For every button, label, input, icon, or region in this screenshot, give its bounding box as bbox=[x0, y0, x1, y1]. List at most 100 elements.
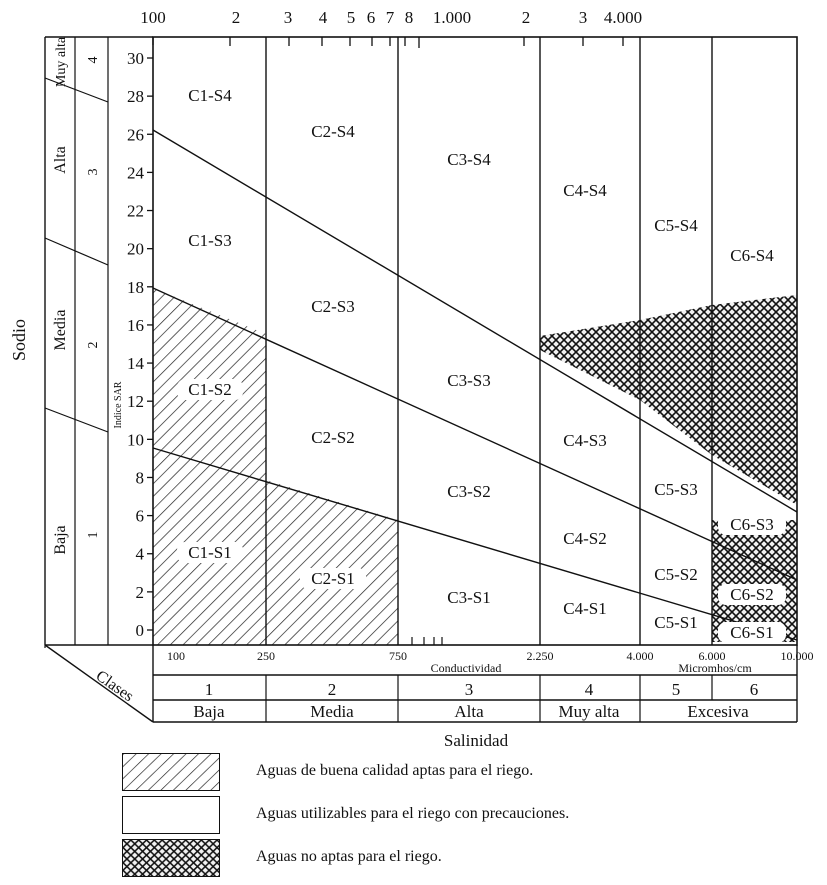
legend-text-caution: Aguas utilizables para el riego con prec… bbox=[256, 805, 570, 822]
region-label: C6-S4 bbox=[730, 246, 774, 265]
region-label: C1-S2 bbox=[188, 380, 231, 399]
clases-label: Clases bbox=[93, 667, 137, 705]
bottom-scale-labels: 100 250 750 2.250 4.000 6.000 10.000 bbox=[167, 649, 814, 663]
bottom-scale-label: 6.000 bbox=[699, 649, 726, 663]
legend-swatch-blank bbox=[122, 796, 220, 834]
region-label-bg bbox=[177, 379, 243, 400]
salinity-class-number: 1 bbox=[205, 680, 214, 699]
y-tick-label: 10 bbox=[127, 430, 144, 449]
top-scale-label: 2 bbox=[522, 8, 531, 27]
y-tick-label: 18 bbox=[127, 278, 144, 297]
y-tick-label: 26 bbox=[127, 125, 144, 144]
region-label: C4-S3 bbox=[563, 431, 606, 450]
top-scale-label: 3 bbox=[579, 8, 588, 27]
hatch-c2-s1 bbox=[266, 480, 398, 645]
y-tick-label: 22 bbox=[127, 202, 144, 221]
sodium-level-name: Media bbox=[52, 310, 69, 351]
top-scale-label: 4.000 bbox=[604, 8, 642, 27]
bottom-scale-label: 2.250 bbox=[527, 649, 554, 663]
y-tick-label: 8 bbox=[136, 468, 145, 487]
y-tick-label: 28 bbox=[127, 87, 144, 106]
y-tick-label: 14 bbox=[127, 354, 145, 373]
sodium-level-name: Baja bbox=[52, 525, 69, 554]
region-label: C2-S2 bbox=[311, 428, 354, 447]
region-label-bg bbox=[718, 584, 786, 605]
region-label-bg bbox=[718, 514, 786, 535]
region-label-bg bbox=[177, 542, 243, 563]
top-scale-label: 8 bbox=[405, 8, 414, 27]
region-label: C3-S3 bbox=[447, 371, 490, 390]
sodium-level-name: Muy alta bbox=[54, 36, 69, 87]
region-label: C6-S1 bbox=[730, 623, 773, 642]
region-labels: C1-S1 C1-S2 C1-S3 C1-S4 C2-S1 C2-S2 C2-S3 C2-S4… bbox=[177, 86, 786, 643]
y-tick-label: 6 bbox=[136, 507, 145, 526]
units-label: Micromhos/cm bbox=[678, 661, 752, 675]
legend-item-good: Aguas de buena calidad aptas para el rie… bbox=[122, 753, 782, 793]
sodium-level-labels: Baja 1 Media 2 Alta 3 Muy alta 4 bbox=[52, 36, 101, 555]
region-label: C6-S2 bbox=[730, 585, 773, 604]
region-label: C4-S1 bbox=[563, 599, 606, 618]
top-scale-label: 4 bbox=[319, 8, 328, 27]
top-scale-label: 3 bbox=[284, 8, 293, 27]
sodium-level-class: 4 bbox=[86, 57, 101, 64]
cross-upper bbox=[540, 295, 797, 505]
salinity-class-row: 1 2 3 4 5 6 bbox=[205, 680, 759, 699]
hatch-c1-s1-s2 bbox=[153, 288, 266, 645]
top-scale-label: 2 bbox=[232, 8, 241, 27]
top-scale-labels: 100 2 3 4 5 6 7 8 1.000 2 3 4.000 bbox=[140, 8, 642, 27]
legend-text-good: Aguas de buena calidad aptas para el rie… bbox=[256, 762, 534, 779]
region-label: C2-S1 bbox=[311, 569, 354, 588]
legend-swatch-hatch bbox=[122, 753, 220, 791]
sodium-level-class: 1 bbox=[86, 532, 101, 539]
salinity-title: Salinidad bbox=[444, 731, 509, 750]
region-label: C6-S3 bbox=[730, 515, 773, 534]
top-scale-label: 7 bbox=[386, 8, 395, 27]
conductivity-label: Conductividad bbox=[431, 661, 502, 675]
top-scale-label: 100 bbox=[140, 8, 166, 27]
bottom-scale-label: 10.000 bbox=[781, 649, 814, 663]
y-axis-title: Indice SAR bbox=[113, 381, 124, 428]
salinity-level-name: Alta bbox=[454, 702, 484, 721]
salinity-class-number: 4 bbox=[585, 680, 594, 699]
bottom-scale-label: 750 bbox=[389, 649, 407, 663]
top-scale-label: 6 bbox=[367, 8, 376, 27]
bottom-scale-label: 4.000 bbox=[627, 649, 654, 663]
region-label: C1-S4 bbox=[188, 86, 232, 105]
salinity-level-name: Muy alta bbox=[559, 702, 620, 721]
salinity-level-name: Baja bbox=[193, 702, 225, 721]
bottom-scale-label: 250 bbox=[257, 649, 275, 663]
region-label-bg bbox=[300, 568, 366, 589]
bottom-scale-label: 100 bbox=[167, 649, 185, 663]
sodium-level-class: 3 bbox=[86, 169, 101, 176]
region-label: C5-S2 bbox=[654, 565, 697, 584]
salinity-class-number: 2 bbox=[328, 680, 337, 699]
region-label: C3-S1 bbox=[447, 588, 490, 607]
region-label: C3-S4 bbox=[447, 150, 491, 169]
y-tick-label: 4 bbox=[136, 545, 145, 564]
sodium-level-name: Alta bbox=[52, 146, 69, 174]
legend-swatch-crosshatch bbox=[122, 839, 220, 877]
y-tick-marks bbox=[147, 57, 153, 631]
y-tick-label: 20 bbox=[127, 240, 144, 259]
top-scale-tick-marks bbox=[152, 37, 624, 48]
legend-item-caution: Aguas utilizables para el riego con prec… bbox=[122, 796, 782, 836]
region-label: C5-S4 bbox=[654, 216, 698, 235]
region-label: C1-S3 bbox=[188, 231, 231, 250]
y-tick-label: 12 bbox=[127, 392, 144, 411]
y-tick-label: 24 bbox=[127, 163, 145, 182]
frame bbox=[44, 36, 798, 723]
good-quality-region bbox=[153, 288, 398, 645]
region-label: C3-S2 bbox=[447, 482, 490, 501]
y-tick-label: 30 bbox=[127, 49, 144, 68]
top-scale-label: 5 bbox=[347, 8, 356, 27]
region-label: C4-S2 bbox=[563, 529, 606, 548]
y-tick-label: 16 bbox=[127, 316, 144, 335]
legend-text-unsuitable: Aguas no aptas para el riego. bbox=[256, 848, 442, 865]
salinity-level-name: Excesiva bbox=[687, 702, 749, 721]
legend-item-unsuitable: Aguas no aptas para el riego. bbox=[122, 839, 782, 879]
bottom-scale-tick-marks bbox=[411, 637, 443, 645]
y-tick-label: 2 bbox=[136, 583, 145, 602]
